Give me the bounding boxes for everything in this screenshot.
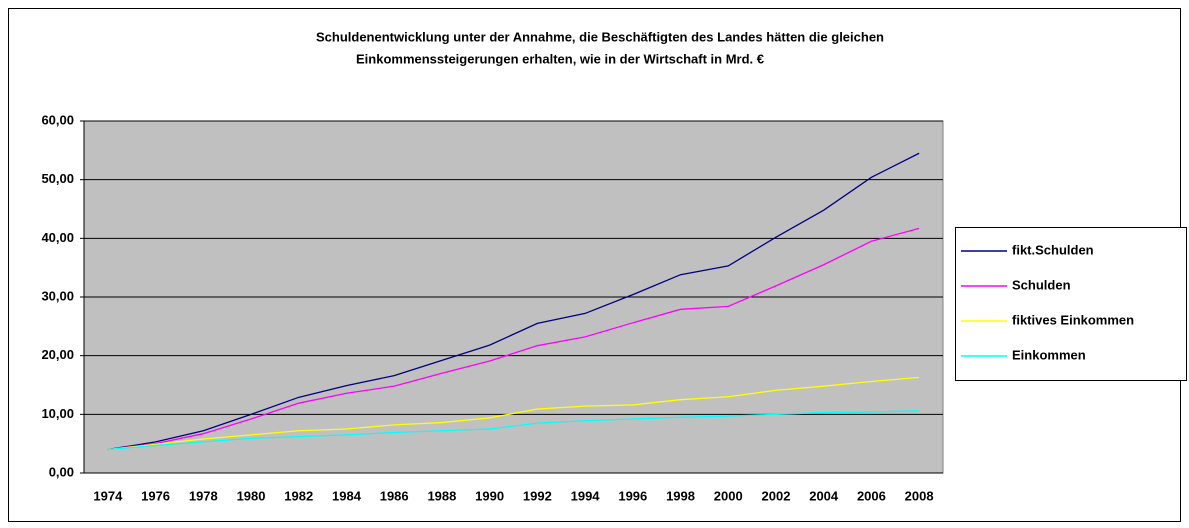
x-tick-label: 1980: [237, 488, 266, 503]
series-line: [107, 410, 920, 451]
y-tick-label: 50,00: [41, 171, 74, 186]
x-tick-label: 2002: [762, 488, 791, 503]
series-line: [107, 227, 920, 451]
y-tick-label: 10,00: [41, 406, 74, 421]
x-tick-label: 1990: [475, 488, 504, 503]
x-tick-label: 1992: [523, 488, 552, 503]
y-tick-label: 30,00: [41, 288, 74, 303]
x-tick-label: 1982: [284, 488, 313, 503]
x-tick-label: 1976: [141, 488, 170, 503]
chart-title: Einkommenssteigerungen erhalten, wie in …: [356, 51, 764, 66]
x-tick-label: 1998: [666, 488, 695, 503]
y-tick-label: 40,00: [41, 230, 74, 245]
x-tick-label: 1974: [93, 488, 123, 503]
series-line: [107, 376, 920, 451]
legend-label: fikt.Schulden: [1012, 242, 1094, 257]
x-tick-label: 1988: [427, 488, 456, 503]
x-tick-label: 1986: [380, 488, 409, 503]
chart-title: Schuldenentwicklung unter der Annahme, d…: [316, 29, 884, 44]
x-tick-label: 1984: [332, 488, 362, 503]
x-tick-label: 1996: [618, 488, 647, 503]
legend-label: Schulden: [1012, 277, 1071, 292]
x-tick-label: 2004: [809, 488, 839, 503]
series-line: [107, 152, 920, 451]
y-tick-label: 0,00: [49, 464, 74, 479]
x-tick-label: 2008: [905, 488, 934, 503]
legend-label: fiktives Einkommen: [1012, 312, 1134, 327]
x-tick-label: 1978: [189, 488, 218, 503]
y-tick-label: 20,00: [41, 347, 74, 362]
x-tick-label: 2006: [857, 488, 886, 503]
legend-box: [955, 227, 1187, 381]
legend-label: Einkommen: [1012, 347, 1086, 362]
y-tick-label: 60,00: [41, 112, 74, 127]
x-tick-label: 1994: [571, 488, 601, 503]
x-tick-label: 2000: [714, 488, 743, 503]
